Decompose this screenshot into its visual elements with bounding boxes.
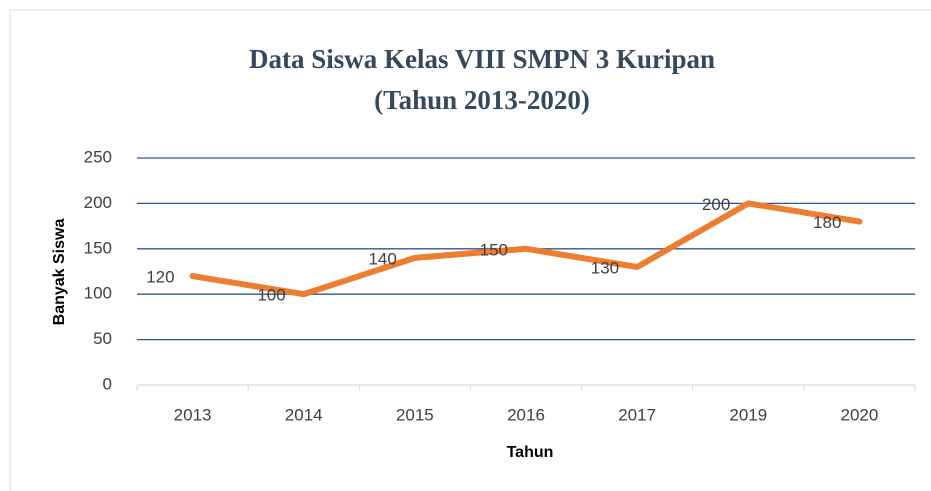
data-label: 150 (480, 240, 508, 259)
chart-title: Data Siswa Kelas VIII SMPN 3 Kuripan (249, 44, 715, 74)
x-tick-label: 2019 (729, 405, 767, 424)
chart-frame (9, 9, 931, 491)
x-tick-label: 2017 (618, 405, 656, 424)
x-tick-label: 2014 (285, 405, 323, 424)
data-label: 140 (368, 249, 396, 268)
y-tick-label: 250 (84, 147, 112, 166)
y-axis-title: Banyak Siswa (51, 219, 68, 326)
x-tick-label: 2013 (174, 405, 212, 424)
y-tick-label: 0 (103, 374, 112, 393)
x-tick-label: 2016 (507, 405, 545, 424)
data-label: 200 (702, 195, 730, 214)
chart-subtitle: (Tahun 2013-2020) (374, 85, 590, 115)
data-label: 130 (591, 258, 619, 277)
line-series (189, 200, 863, 298)
y-tick-label: 50 (93, 329, 112, 348)
data-label: 100 (257, 286, 285, 305)
x-tick-label: 2015 (396, 405, 434, 424)
data-label: 180 (813, 213, 841, 232)
x-tick-label: 2020 (841, 405, 879, 424)
y-tick-label: 150 (84, 238, 112, 257)
x-axis-title: Tahun (507, 444, 554, 461)
y-tick-label: 100 (84, 284, 112, 303)
y-tick-label: 200 (84, 193, 112, 212)
data-label: 120 (146, 268, 174, 287)
